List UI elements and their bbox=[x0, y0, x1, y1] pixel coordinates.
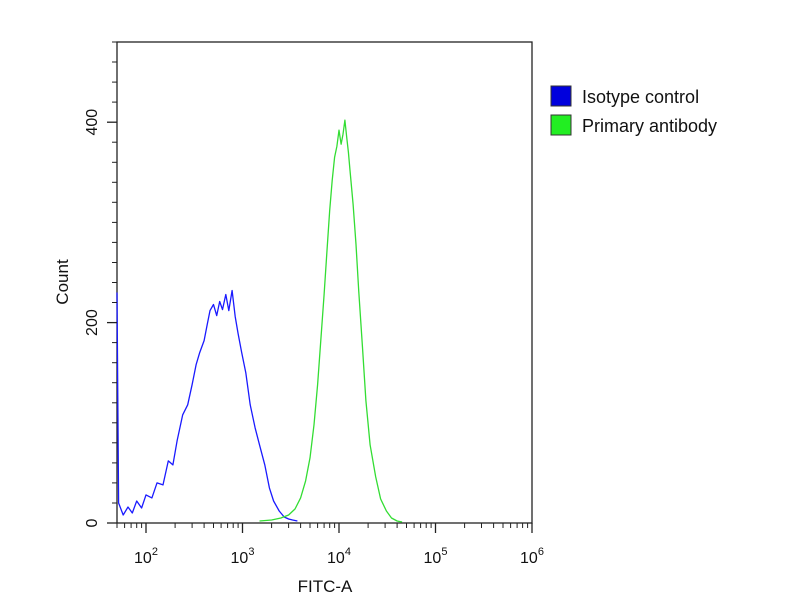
x-tick-label-base: 10 bbox=[327, 550, 345, 567]
x-tick-label-base: 10 bbox=[231, 550, 249, 567]
legend-swatch-1 bbox=[550, 85, 572, 107]
x-tick-label-base: 10 bbox=[424, 550, 442, 567]
x-tick-label: 106 bbox=[520, 546, 544, 567]
y-tick-label: 0 bbox=[84, 518, 101, 527]
legend-label-2: Primary antibody bbox=[582, 116, 717, 136]
legend-label-1: Isotype control bbox=[582, 87, 699, 107]
y-axis-tick-labels: 0 200 400 bbox=[84, 109, 101, 528]
x-axis-ticks bbox=[116, 523, 533, 533]
x-tick-label-exponent: 3 bbox=[248, 546, 254, 558]
x-tick-label-exponent: 6 bbox=[538, 546, 544, 558]
y-tick-label: 200 bbox=[84, 309, 101, 336]
x-tick-label-base: 10 bbox=[134, 550, 152, 567]
x-tick-label-exponent: 5 bbox=[441, 546, 447, 558]
x-tick-label: 105 bbox=[424, 546, 448, 567]
series-line-1 bbox=[116, 289, 298, 522]
series-layer bbox=[116, 119, 403, 523]
x-axis-tick-labels: 102 103 104 105 106 bbox=[134, 546, 544, 567]
x-tick-label-exponent: 4 bbox=[345, 546, 351, 558]
legend-swatch-2 bbox=[550, 114, 572, 136]
x-tick-label: 104 bbox=[327, 546, 351, 567]
x-axis-label: FITC-A bbox=[298, 577, 353, 596]
x-tick-label-base: 10 bbox=[520, 550, 538, 567]
legend: Isotype control Primary antibody bbox=[550, 85, 717, 136]
y-axis-label: Count bbox=[53, 259, 72, 305]
y-axis-ticks bbox=[107, 41, 117, 524]
x-tick-label-exponent: 2 bbox=[152, 546, 158, 558]
series-line-2 bbox=[259, 119, 403, 523]
x-tick-label: 103 bbox=[231, 546, 255, 567]
y-tick-label: 400 bbox=[84, 109, 101, 136]
x-tick-label: 102 bbox=[134, 546, 158, 567]
